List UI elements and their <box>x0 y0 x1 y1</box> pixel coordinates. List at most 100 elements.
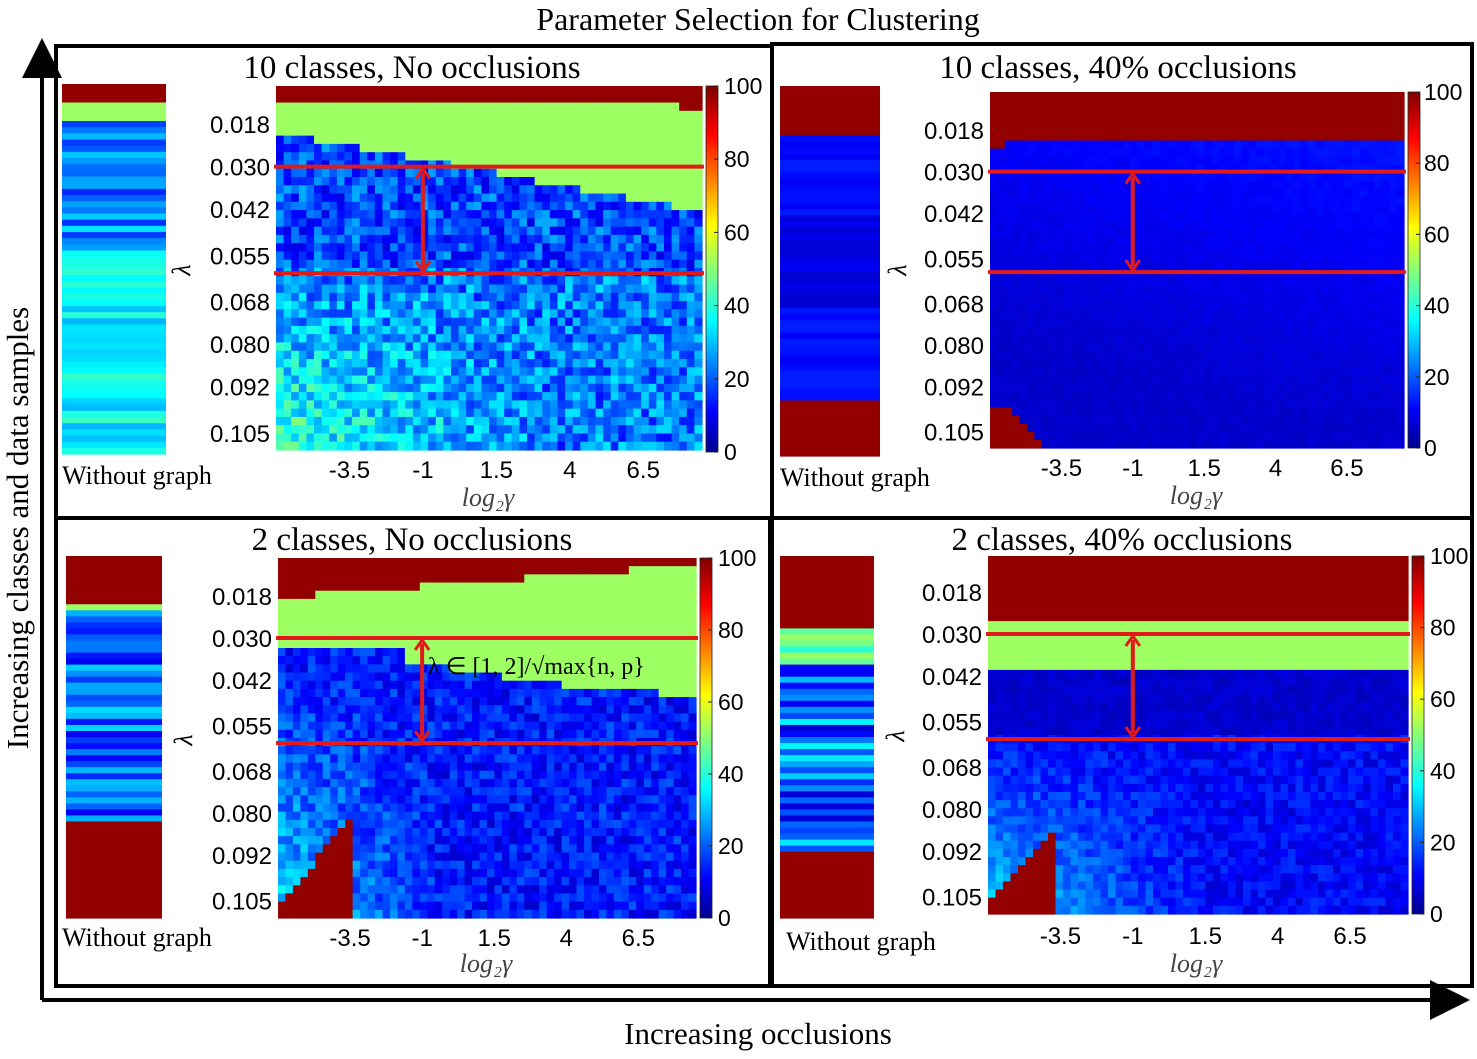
heatmap-cell <box>542 350 551 360</box>
heatmap-cell <box>1204 213 1213 223</box>
heatmap-cell <box>1389 294 1398 303</box>
heatmap-cell <box>1145 140 1154 150</box>
heatmap-cell <box>511 201 521 211</box>
heatmap-cell <box>1100 383 1109 392</box>
heatmap-cell <box>496 416 505 426</box>
heatmap-cell <box>1174 213 1183 223</box>
heatmap-cell <box>1167 415 1176 425</box>
heatmap-cell <box>557 127 566 137</box>
heatmap-cell <box>1381 391 1390 401</box>
heatmap-cell <box>489 210 498 219</box>
heatmap-cell <box>1204 245 1213 255</box>
heatmap-cell <box>1078 286 1087 295</box>
heatmap-cell <box>549 392 559 401</box>
heatmap-cell <box>1293 100 1302 109</box>
heatmap-cell <box>1278 253 1287 263</box>
heatmap-cell <box>679 185 688 195</box>
heatmap-cell <box>336 201 346 211</box>
heatmap-cell <box>412 143 422 153</box>
heatmap-cell <box>382 284 391 294</box>
heatmap-cell <box>1256 156 1265 166</box>
heatmap-cell <box>1108 310 1117 320</box>
heatmap-cell <box>603 342 612 352</box>
heatmap-cell <box>1381 261 1390 271</box>
heatmap-cell <box>694 317 703 327</box>
heatmap-cell <box>1307 318 1316 328</box>
heatmap-cell <box>1307 108 1316 117</box>
heatmap-cell <box>671 301 680 310</box>
heatmap-cell <box>1307 270 1316 279</box>
heatmap-cell <box>618 110 627 120</box>
heatmap-cell <box>298 276 308 286</box>
heatmap-cell <box>359 259 368 269</box>
heatmap-cell <box>663 317 673 327</box>
heatmap-cell <box>1012 334 1021 344</box>
heatmap-cell <box>397 416 406 426</box>
heatmap-cell <box>1278 367 1287 376</box>
heatmap-cell <box>542 375 551 385</box>
heatmap-cell <box>428 375 437 385</box>
heatmap-cell <box>397 375 406 385</box>
heatmap-cell <box>595 334 604 344</box>
heatmap-cell <box>1197 270 1205 279</box>
heatmap-cell <box>511 433 521 443</box>
heatmap-cell <box>321 168 330 178</box>
heatmap-cell <box>1241 310 1250 320</box>
heatmap-cell <box>1248 92 1257 101</box>
heatmap-cell <box>374 400 384 410</box>
heatmap-cell <box>473 226 482 236</box>
heatmap-cell <box>397 193 406 203</box>
heatmap-cell <box>527 226 536 236</box>
heatmap-cell <box>1071 245 1080 255</box>
heatmap-cell <box>1115 253 1124 263</box>
heatmap-cell <box>435 317 444 327</box>
heatmap-cell <box>352 152 361 162</box>
heatmap-cell <box>1123 140 1132 150</box>
heatmap-cell <box>1086 221 1095 231</box>
heatmap-cell <box>1056 423 1065 433</box>
heatmap-cell <box>1145 108 1154 117</box>
heatmap-cell <box>656 168 665 178</box>
x-tick-label: 1.5 <box>480 457 513 484</box>
heatmap-cell <box>648 127 657 137</box>
heatmap-cell <box>367 102 376 112</box>
heatmap-cell <box>298 375 308 385</box>
heatmap-cell <box>344 359 353 368</box>
heatmap-cell <box>1226 286 1235 295</box>
heatmap-cell <box>397 234 406 244</box>
heatmap-cell <box>1241 375 1250 384</box>
heatmap-cell <box>420 119 429 128</box>
heatmap-cell <box>390 110 399 120</box>
heatmap-cell <box>1019 213 1028 223</box>
heatmap-cell <box>352 185 361 195</box>
heatmap-cell <box>610 383 619 393</box>
heatmap-cell <box>1145 213 1154 223</box>
heatmap-cell <box>450 408 460 418</box>
heatmap-cell <box>1285 164 1294 174</box>
heatmap-cell <box>997 213 1006 223</box>
heatmap-cell <box>336 408 346 418</box>
heatmap-cell <box>610 309 619 319</box>
heatmap-cell <box>1241 334 1250 344</box>
heatmap-cell <box>603 110 612 120</box>
heatmap-cell <box>306 102 315 112</box>
heatmap-cell <box>458 94 467 104</box>
heatmap-cell <box>565 259 574 269</box>
heatmap-cell <box>1078 229 1087 239</box>
heatmap-cell <box>1233 108 1242 117</box>
heatmap-cell <box>603 251 612 261</box>
heatmap-cell <box>443 251 452 261</box>
heatmap-cell <box>1204 172 1213 182</box>
heatmap-cell <box>1307 391 1316 401</box>
heatmap-cell <box>298 359 308 368</box>
heatmap-cell <box>450 218 460 228</box>
heatmap-cell <box>1219 181 1228 190</box>
heatmap-cell <box>458 243 467 253</box>
heatmap-cell <box>1248 423 1257 433</box>
heatmap-cell <box>1374 310 1383 320</box>
heatmap-cell <box>587 375 597 385</box>
heatmap-cell <box>1204 124 1213 134</box>
heatmap-cell <box>641 177 650 186</box>
heatmap-cell <box>1167 294 1176 303</box>
heatmap-cell <box>1256 359 1265 368</box>
